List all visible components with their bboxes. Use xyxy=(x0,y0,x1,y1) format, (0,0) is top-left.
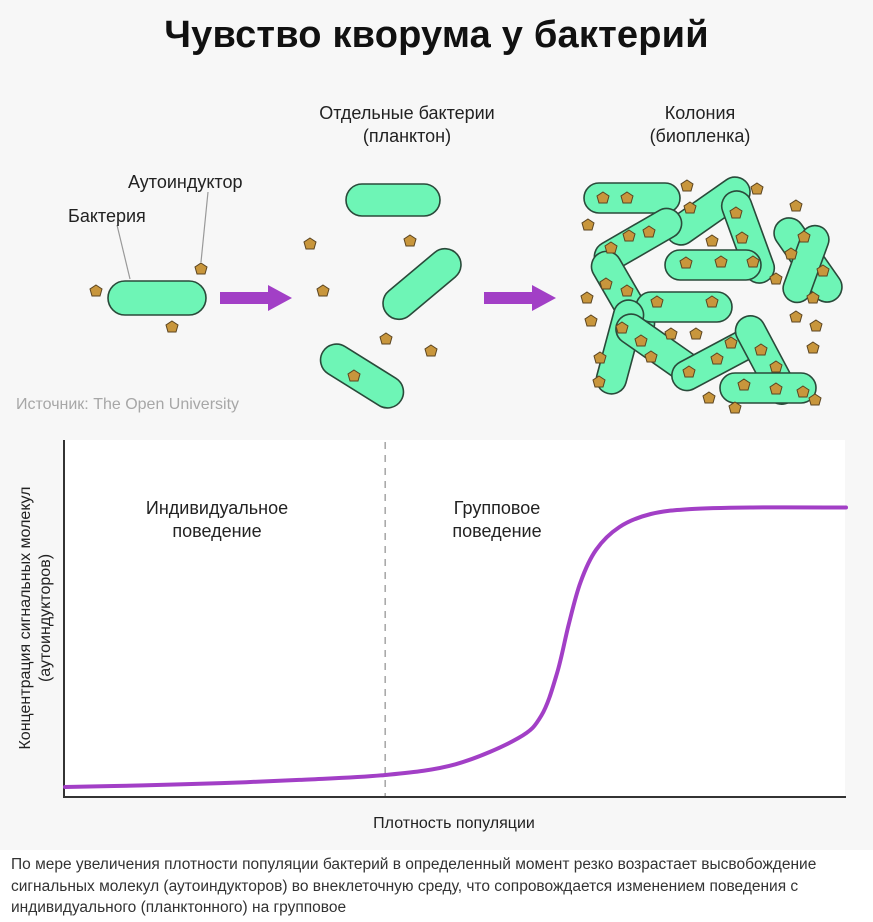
autoinducer-pointer xyxy=(200,191,209,263)
bacterium-label: Бактерия xyxy=(68,206,146,226)
y-axis-label: Концентрация сигнальных молекул (аутоинд… xyxy=(17,486,54,750)
chart-area xyxy=(63,440,845,798)
figure: Чувство кворума у бактерий xyxy=(16,14,848,832)
bacterium-pointer xyxy=(116,224,131,280)
x-axis-label: Плотность популяции xyxy=(373,815,535,832)
source-credit: Источник: The Open University xyxy=(16,396,240,413)
single-bacterium xyxy=(107,280,207,316)
series-line xyxy=(63,505,848,789)
figure-title: Чувство кворума у бактерий xyxy=(164,14,709,56)
region-label-individual: Индивидуальное поведение xyxy=(146,498,288,541)
illustration xyxy=(89,176,843,414)
plankton-bacteria xyxy=(319,183,462,409)
arrow-to-colony xyxy=(484,285,556,311)
region-label-group: Групповое поведение xyxy=(452,498,541,541)
plankton-label: Отдельные бактерии (планктон) xyxy=(319,103,495,146)
colony-label: Колония (биопленка) xyxy=(649,103,751,146)
autoinducer-label: Аутоиндуктор xyxy=(128,172,243,192)
arrow-to-plankton xyxy=(220,285,292,311)
caption: По мере увеличения плотности популяции б… xyxy=(11,856,817,916)
chart: Индивидуальное поведение Групповое поведен… xyxy=(63,440,848,798)
